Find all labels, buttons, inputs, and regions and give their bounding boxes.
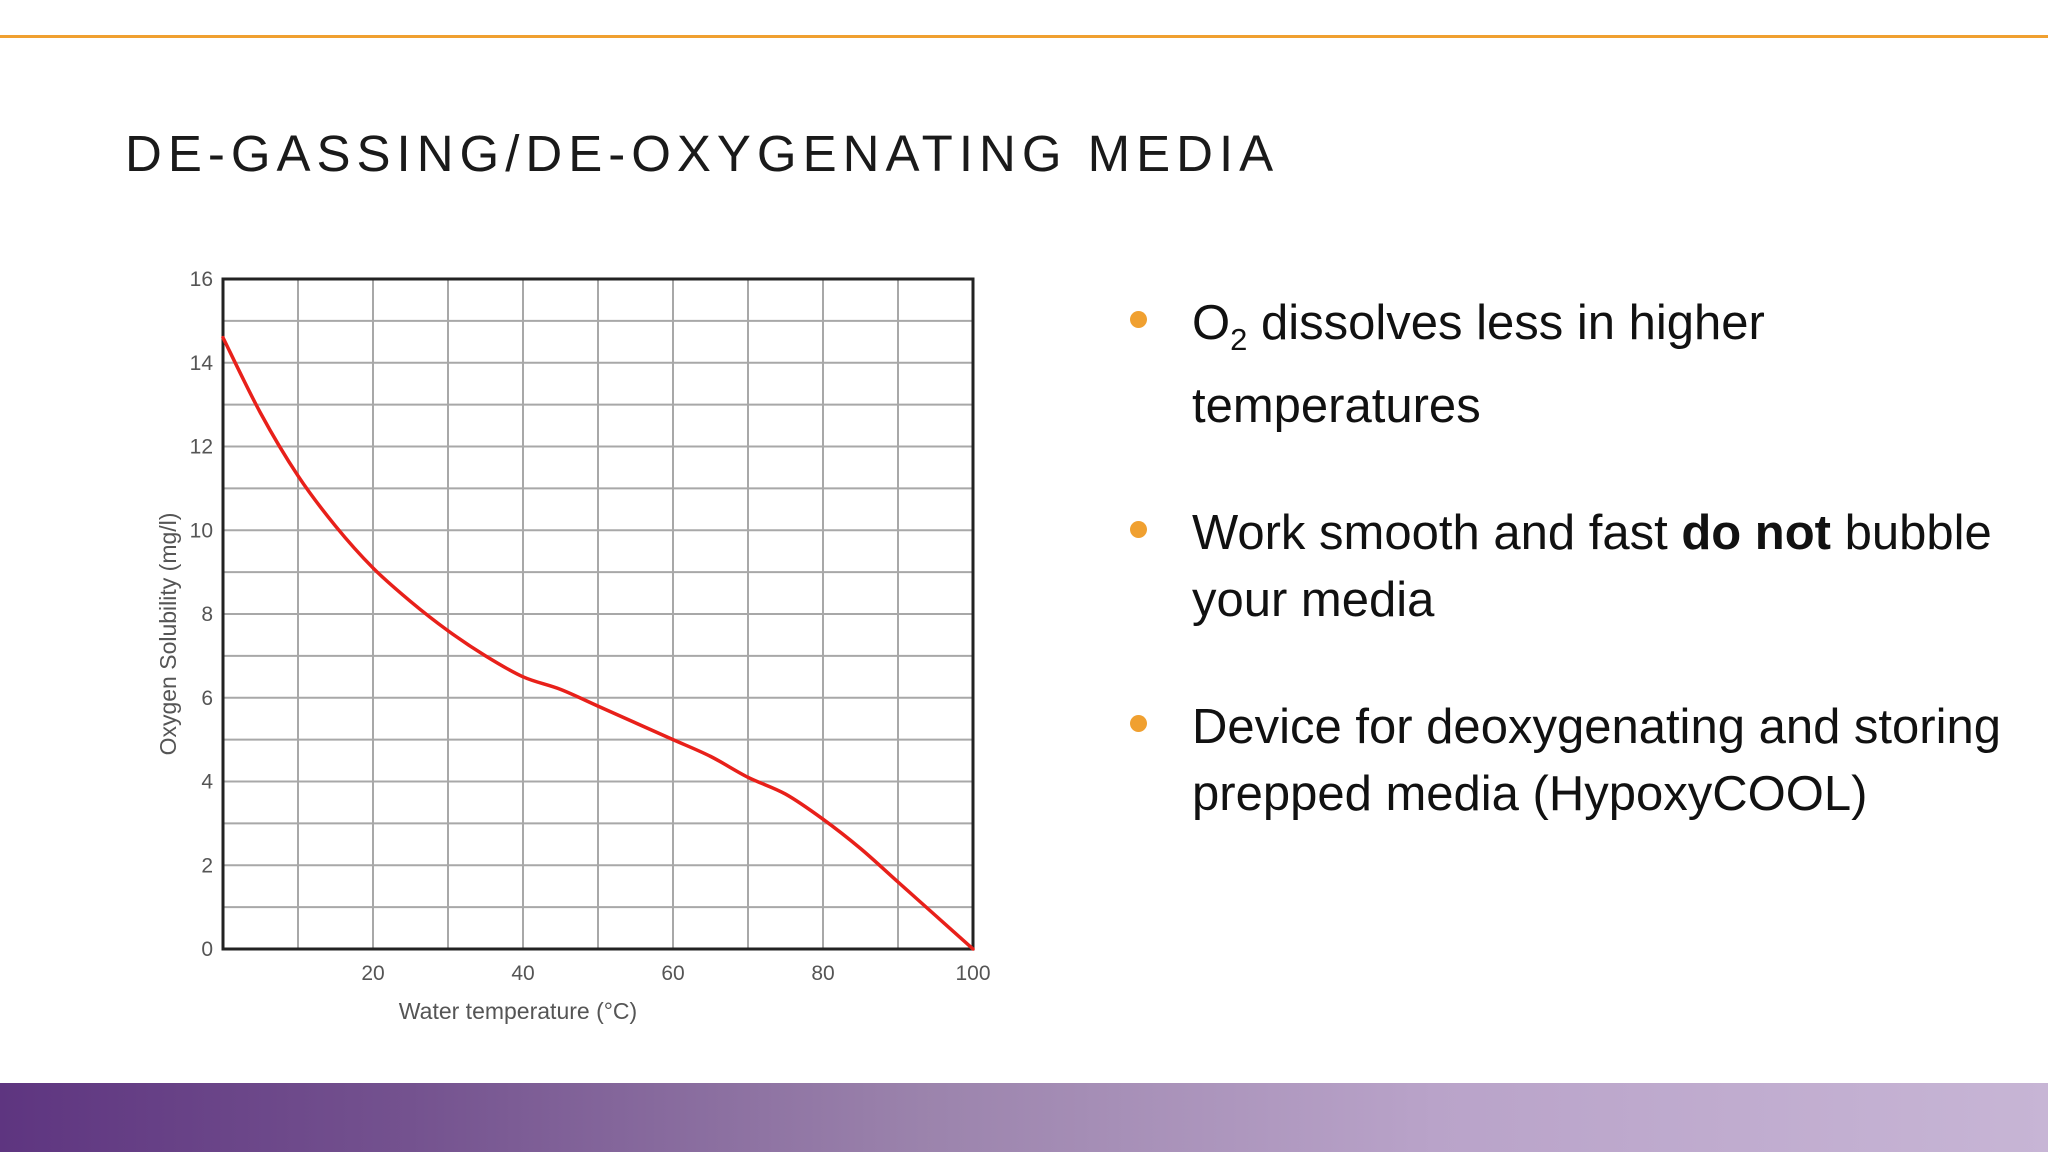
bullet-2-bold-text: do not: [1681, 506, 1831, 560]
oxygen-solubility-chart: 0 2 4 6 8 10 12 14 16 20 40 60 80 100 Water temperatur…: [140, 255, 1020, 1045]
x-tick-label: 20: [361, 962, 384, 985]
y-tick-label: 14: [190, 352, 214, 375]
x-tick-label: 100: [955, 962, 990, 985]
slide-title: DE-GASSING/DE-OXYGENATING MEDIA: [125, 125, 1280, 182]
y-tick-label: 10: [190, 519, 213, 542]
bullet-text: O2 dissolves less in higher temperatures: [1192, 296, 1765, 433]
y-tick-label: 6: [201, 687, 213, 710]
y-tick-label: 16: [190, 268, 213, 291]
y-tick-label: 8: [201, 603, 213, 626]
bullet-item: Work smooth and fast do not bubble your …: [1130, 500, 2010, 634]
bullet-1-text: dissolves less in higher temperatures: [1192, 296, 1765, 433]
bullet-dot-icon: [1130, 521, 1147, 538]
oxygen-symbol: O: [1192, 296, 1231, 350]
x-tick-label: 40: [511, 962, 534, 985]
bullet-dot-icon: [1130, 715, 1147, 732]
bullet-dot-icon: [1130, 311, 1147, 328]
series-line-oxygen-solubility: [221, 335, 975, 951]
bullet-2-text: Work smooth and fast: [1192, 506, 1682, 560]
y-axis-label: Oxygen Solubility (mg/l): [155, 513, 181, 756]
bullet-item: Device for deoxygenating and storing pre…: [1130, 694, 2010, 828]
x-axis-label: Water temperature (°C): [399, 998, 637, 1024]
y-tick-label: 0: [201, 938, 213, 961]
bullet-list: O2 dissolves less in higher temperatures…: [1130, 290, 2010, 888]
y-tick-label: 12: [190, 436, 213, 459]
chart-svg: 0 2 4 6 8 10 12 14 16 20 40 60 80 100 Water temperatur…: [155, 268, 991, 1024]
oxygen-subscript: 2: [1230, 322, 1248, 357]
x-tick-label: 80: [811, 962, 834, 985]
footer-gradient-band: [0, 1083, 2048, 1152]
bullet-text: Work smooth and fast do not bubble your …: [1192, 506, 1992, 627]
bullet-2-text-after: bubble your media: [1192, 506, 1992, 627]
plot-frame: [221, 277, 975, 951]
bullet-3-text: Device for deoxygenating and storing pre…: [1192, 700, 2002, 821]
x-tick-label: 60: [661, 962, 684, 985]
y-tick-label: 4: [201, 771, 213, 794]
y-tick-label: 2: [201, 854, 213, 877]
top-accent-rule: [0, 35, 2048, 38]
bullet-item: O2 dissolves less in higher temperatures: [1130, 290, 2010, 440]
